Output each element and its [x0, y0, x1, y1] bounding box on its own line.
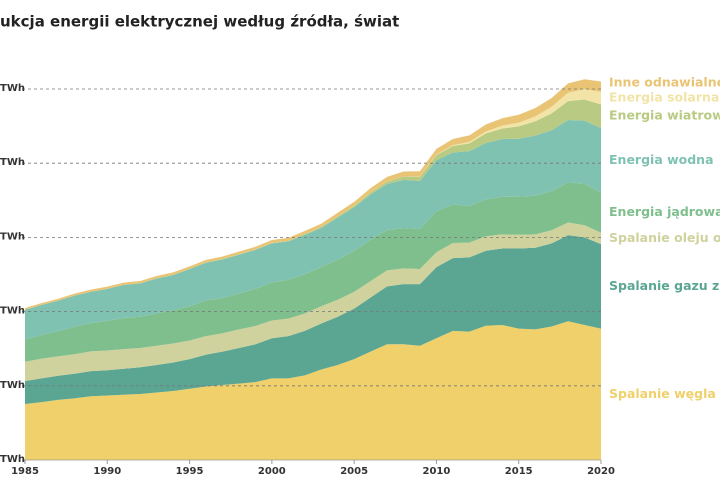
area — [25, 235, 601, 405]
legend-label: Energia jądrowa — [609, 204, 720, 219]
area — [25, 182, 601, 362]
legend-label: Spalanie gazu zien — [609, 278, 720, 293]
legend-label: Spalanie oleju opa — [609, 230, 720, 245]
legend-label: Spalanie węgla — [609, 386, 716, 401]
x-tick-label: 1985 — [11, 466, 39, 477]
y-tick-label: TWh — [0, 231, 25, 242]
legend-label: Energia wiatrowa — [609, 108, 720, 123]
x-tick-label: 2010 — [423, 466, 451, 477]
area — [25, 120, 601, 340]
area — [25, 321, 601, 460]
y-tick-label: TWh — [0, 83, 25, 94]
y-tick-label: TWh — [0, 380, 25, 391]
x-tick-label: 2000 — [258, 466, 286, 477]
area — [25, 99, 601, 310]
legend-label: Inne odnawialne ź — [609, 75, 720, 90]
area — [25, 222, 601, 382]
x-tick-label: 2015 — [505, 466, 533, 477]
x-tick-label: 1995 — [176, 466, 204, 477]
x-tick-label: 1990 — [93, 466, 121, 477]
chart-title: ukcja energii elektrycznej według źródła… — [0, 13, 399, 31]
y-tick-label: TWh — [0, 157, 25, 168]
legend-label: Energia solarna — [609, 90, 719, 105]
y-tick-label: TWh — [0, 306, 25, 317]
y-tick-label: TWh — [0, 454, 25, 465]
legend-label: Energia wodna — [609, 152, 714, 167]
x-tick-label: 2020 — [587, 466, 615, 477]
x-tick-label: 2005 — [340, 466, 368, 477]
